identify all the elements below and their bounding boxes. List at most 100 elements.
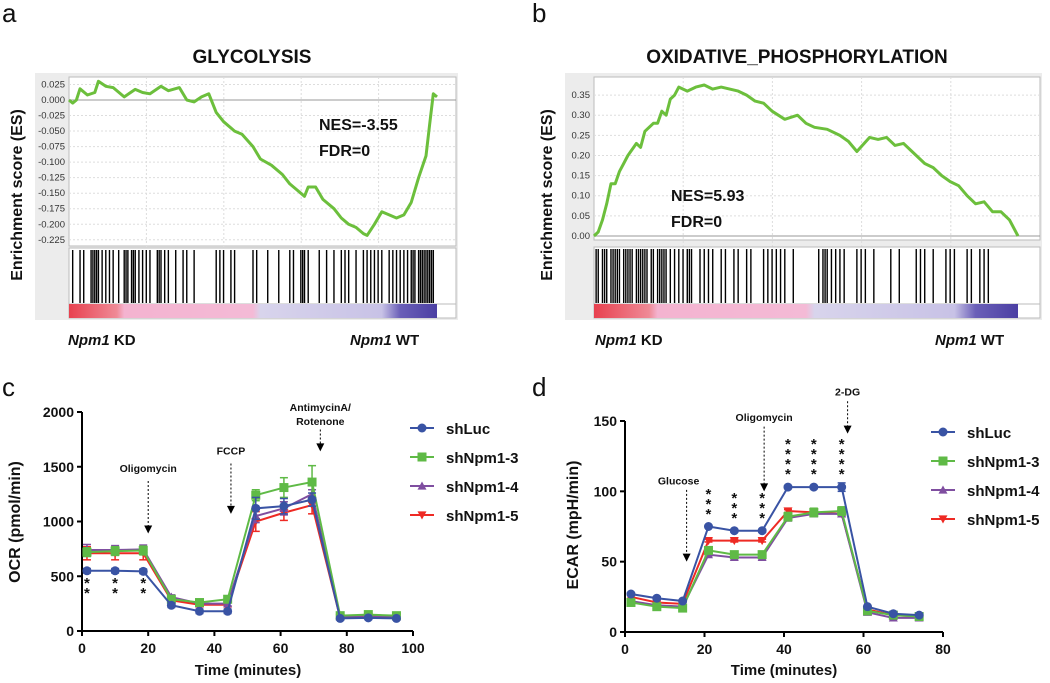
y-tick-label: 500 [51,568,75,584]
circle-marker [652,593,662,603]
circle-marker [82,566,92,576]
enrichment-score-curve [592,83,1020,238]
es-plot-area [593,76,1041,241]
legend-label: shNpm1-3 [446,450,519,467]
y-tick-label: 0 [609,624,617,640]
triangle-up-marker [938,485,948,494]
y-tick-label: 150 [594,413,618,429]
square-marker [729,550,739,560]
square-marker [626,597,636,607]
injection-label: 2-DG [835,387,860,399]
circle-marker [938,427,948,437]
y-tick-label: -0.150 [38,188,65,199]
series-shLuc [626,482,924,620]
legend-label: shNpm1-5 [967,512,1040,529]
phenotype-suffix: WT [392,332,420,349]
gsea-plot-b: 0.35 0.30 0.25 0.20 0.15 0.10 0.05 0.00 [565,73,1042,320]
circle-marker [138,566,148,576]
series-line [630,512,920,619]
triangle-up-marker [417,481,427,490]
y-tick-label: 0.30 [572,110,591,121]
circle-marker [914,610,924,620]
square-marker [678,603,688,613]
square-marker [279,483,289,493]
square-marker [783,512,793,522]
injection-label: Oligomycin [736,412,793,424]
y-tick-label: 1500 [43,459,74,475]
legend-label: shLuc [967,425,1011,442]
square-marker [251,490,261,500]
gsea-plot-a: 0.025 0.000 -0.025 -0.050 -0.075 -0.100 -0.125… [35,73,458,320]
y-tick-label: -0.075 [38,142,65,153]
gsea-b-title: OXIDATIVE_PHOSPHORYLATION [646,47,948,68]
y-tick-label: 0.25 [572,130,591,141]
square-marker [166,594,176,604]
y-tick-label: 0.15 [572,171,591,182]
x-tick-label: 60 [856,641,872,657]
circle-marker [391,613,401,623]
square-marker [417,452,427,462]
square-marker [195,598,205,608]
ecar-ylabel: ECAR (mpH/min) [565,461,582,590]
arrow-down-icon [226,505,235,514]
y-tick-label: -0.025 [38,111,65,122]
series-shNpm1-3 [82,464,401,621]
series-shNpm1-5 [626,507,924,622]
square-marker [110,546,120,556]
phenotype-suffix: WT [977,332,1005,349]
ranked-list-metric-bar [594,304,1018,318]
y-tick-label: 0 [66,623,74,639]
legend-label: shLuc [446,421,490,438]
legend-item-shNpm1-4: shNpm1-4 [410,479,519,496]
triangle-down-marker [703,536,713,546]
legend-item-shNpm1-3: shNpm1-3 [931,454,1040,471]
gsea-a-fdr: FDR=0 [319,143,370,160]
ecar-plot: 0 50 100 150 0 20 40 60 80 Glucose Oligomycin 2-DG s… [594,387,1041,657]
y-tick-label: 50 [601,554,617,570]
ecar-xlabel: Time (minutes) [731,662,837,679]
legend-item-shNpm1-5: shNpm1-5 [410,508,519,525]
triangle-down-marker [729,536,739,546]
panel-label-d: d [532,372,546,402]
legend-label: shNpm1-5 [446,508,519,525]
injection-label: Oligomycin [120,463,177,475]
x-tick-label: 100 [401,640,425,656]
circle-marker [783,482,793,492]
legend-item-shNpm1-5: shNpm1-5 [931,512,1040,529]
gsea-b-right-phenotype: Npm1 WT [935,332,1004,349]
circle-marker [703,522,713,531]
y-tick-label: -0.050 [38,126,65,137]
gsea-b-nes: NES=5.93 [671,188,744,205]
panel-label-b: b [532,0,546,28]
legend-label: shNpm1-4 [446,479,519,496]
triangle-down-marker [757,536,767,546]
injection-label: Rotenone [296,416,345,428]
gene-name: Npm1 [935,332,977,349]
y-tick-label: 100 [594,483,618,499]
triangle-down-marker [417,511,427,520]
ocr-ylabel: OCR (pmol/min) [7,461,24,583]
gsea-b-ylabel: Enrichment score (ES) [539,109,556,281]
circle-marker [307,495,317,505]
square-marker [307,477,317,487]
x-tick-label: 80 [935,641,951,657]
y-tick-label: -0.175 [38,204,65,215]
y-tick-label: -0.225 [38,235,65,246]
circle-marker [678,596,688,606]
y-tick-label: 0.025 [41,79,65,90]
triangle-down-marker [938,515,948,524]
circle-marker [837,482,847,492]
y-tick-label: 0.20 [572,150,591,161]
y-tick-label: 0.05 [572,211,591,222]
circle-marker [809,482,819,492]
square-marker [652,602,662,612]
hits-area [593,246,1041,305]
x-tick-label: 40 [207,640,223,656]
ocr-xlabel: Time (minutes) [195,662,301,679]
circle-marker [279,501,289,511]
square-marker [938,456,948,466]
legend-label: shNpm1-4 [967,483,1040,500]
x-tick-label: 0 [621,641,629,657]
injection-label: AntimycinA/ [290,402,351,414]
series-line [86,492,397,618]
